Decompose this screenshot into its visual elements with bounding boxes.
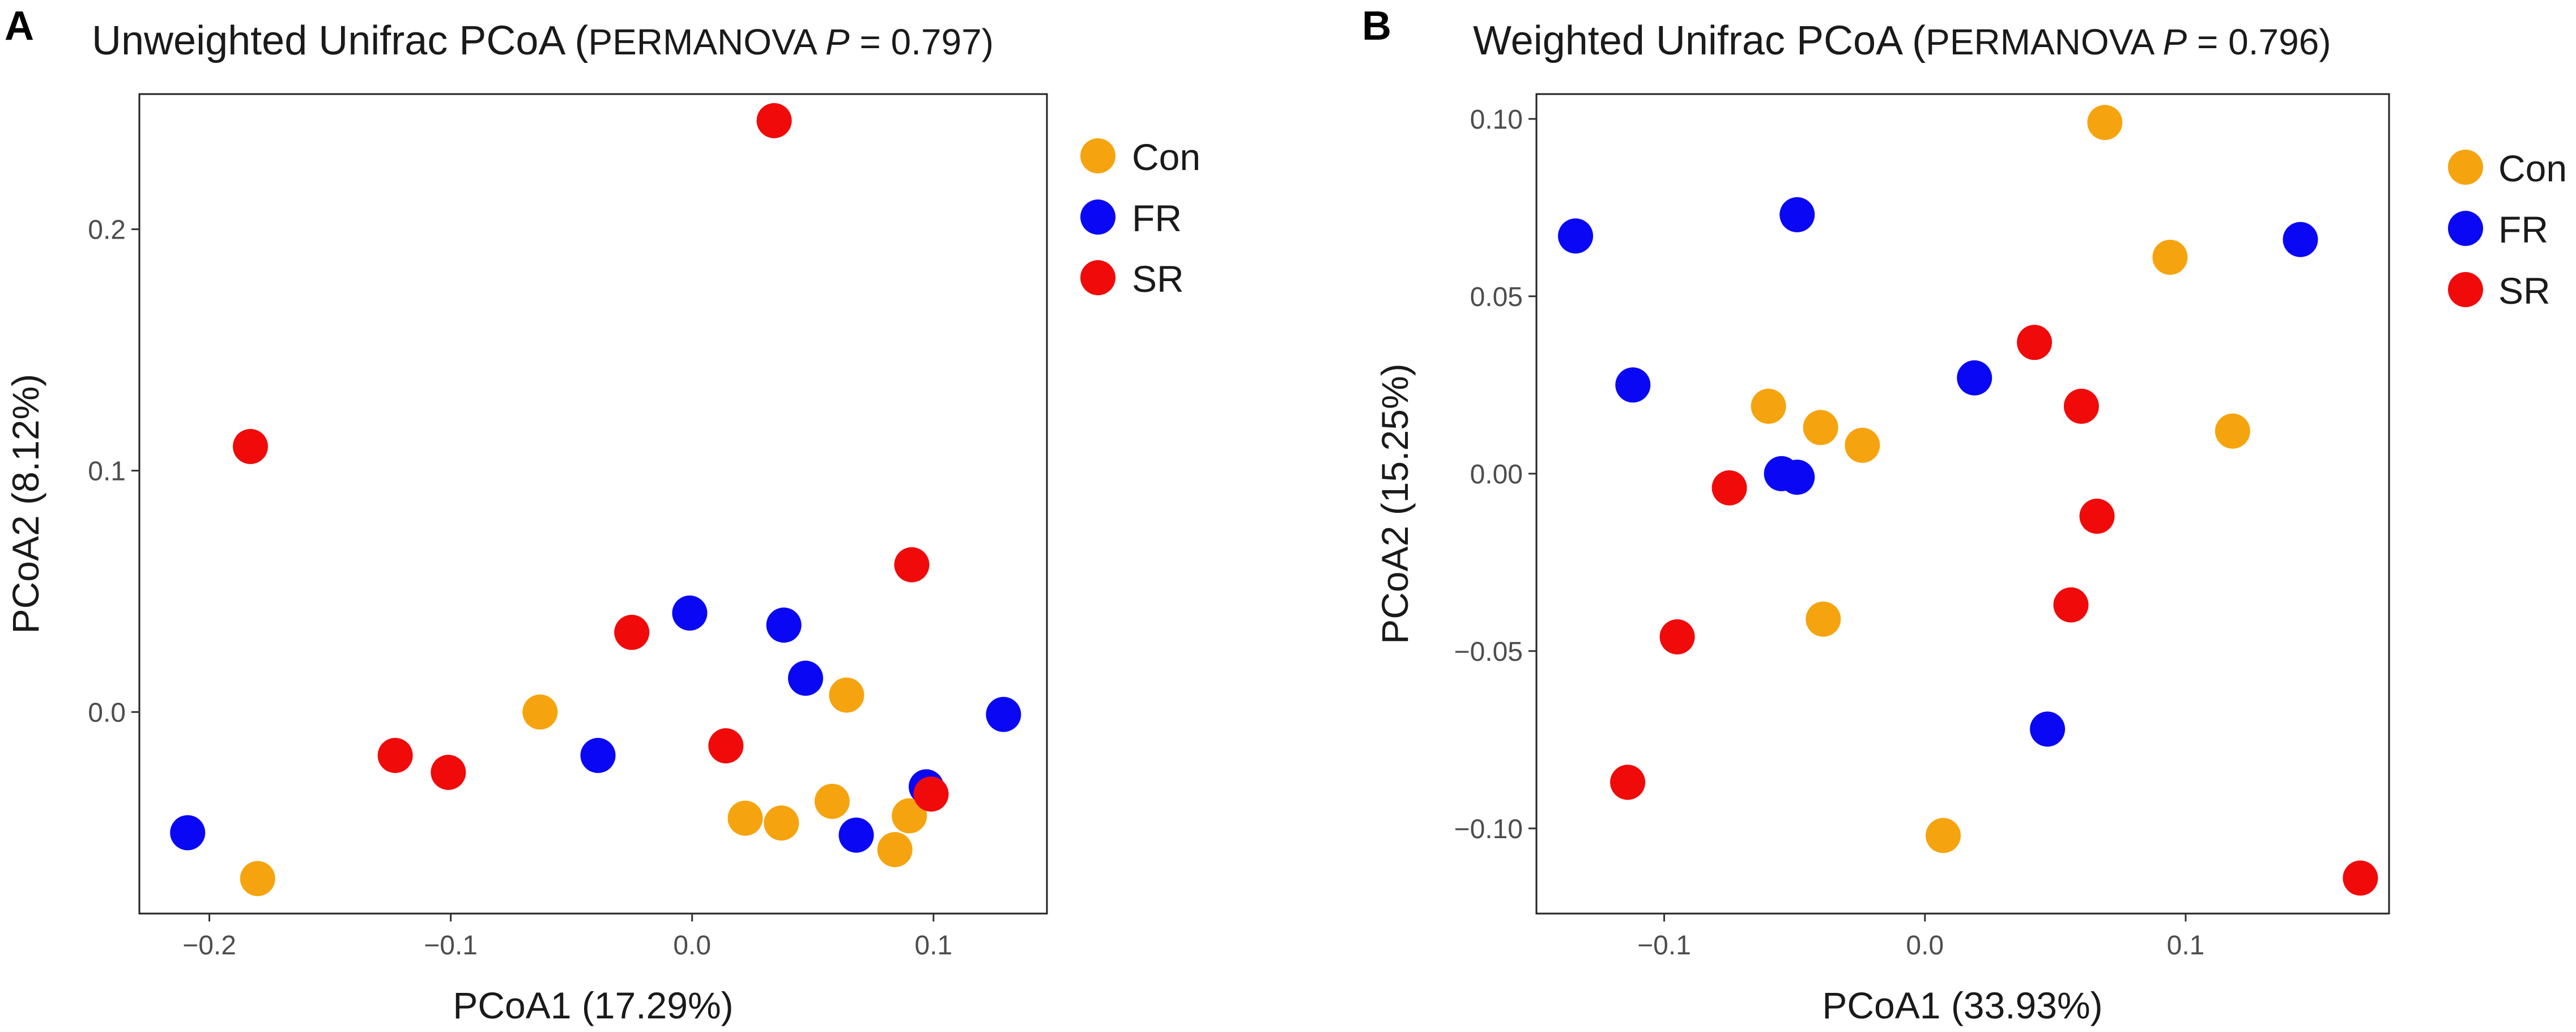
panel-b-label: B: [1362, 3, 1391, 49]
point-con: [1806, 601, 1841, 637]
x-tick-label: −0.2: [182, 931, 236, 961]
panel-a-y-axis-label: PCoA2 (8.12%): [5, 374, 46, 634]
point-sr: [232, 428, 268, 464]
legend-a-con-label: Con: [1132, 136, 1200, 178]
y-tick-label: 0.2: [88, 215, 126, 245]
point-sr: [2053, 587, 2089, 623]
panel-b-title: Weighted Unifrac PCoA (PERMANOVA P = 0.7…: [1473, 18, 2331, 63]
panel-a-ticks: −0.2 −0.1 0.0 0.1 0.0 0.1 0.2: [88, 215, 952, 961]
panel-b-y-axis-label: PCoA2 (15.25%): [1374, 363, 1416, 644]
panel-a-plot-area: [138, 93, 1048, 915]
point-sr: [2079, 498, 2115, 534]
point-con: [2087, 105, 2123, 141]
point-sr: [2063, 388, 2099, 424]
point-fr: [2030, 711, 2066, 747]
legend-b-sr-label: SR: [2498, 270, 2551, 312]
point-fr: [838, 817, 874, 853]
point-con: [1845, 427, 1880, 463]
point-fr: [986, 697, 1021, 732]
panel-a-title: Unweighted Unifrac PCoA (PERMANOVA P = 0…: [92, 18, 994, 63]
panel-a-legend: Con FR SR: [1080, 136, 1200, 300]
point-con: [829, 677, 865, 713]
x-tick-label: 0.0: [673, 931, 711, 961]
panel-b: B Weighted Unifrac PCoA (PERMANOVA P = 0…: [1362, 3, 2567, 1026]
point-sr: [377, 738, 413, 774]
point-fr: [1615, 367, 1651, 403]
legend-b-fr-label: FR: [2498, 209, 2548, 250]
legend-b-fr-key: [2448, 211, 2483, 246]
point-sr: [431, 754, 466, 790]
x-tick-label: 0.1: [2167, 931, 2205, 961]
y-tick-label: −0.05: [1454, 637, 1523, 667]
x-tick-label: −0.1: [424, 931, 478, 961]
point-fr: [1558, 218, 1594, 254]
y-tick-label: 0.1: [88, 456, 126, 486]
panel-b-ticks: −0.1 0.0 0.1 −0.10 −0.05 0.00 0.05 0.10: [1454, 105, 2205, 961]
point-con: [877, 832, 913, 868]
panel-a-x-axis-label: PCoA1 (17.29%): [453, 984, 733, 1026]
y-tick-label: −0.10: [1454, 814, 1523, 844]
x-tick-label: 0.1: [914, 931, 952, 961]
point-con: [814, 783, 850, 819]
point-con: [727, 800, 763, 836]
x-tick-label: −0.1: [1637, 931, 1691, 961]
y-tick-label: 0.00: [1470, 460, 1523, 490]
point-con: [1751, 388, 1786, 424]
point-con: [522, 694, 558, 730]
x-tick-label: 0.0: [1906, 931, 1944, 961]
legend-a-sr-label: SR: [1132, 258, 1184, 300]
legend-a-sr-key: [1080, 260, 1115, 295]
point-sr: [708, 728, 744, 763]
point-fr: [2283, 222, 2318, 257]
point-fr: [672, 595, 708, 631]
point-fr: [1779, 460, 1815, 495]
point-sr: [1711, 470, 1747, 506]
panel-a-points: [170, 103, 1021, 897]
y-tick-label: 0.10: [1470, 105, 1523, 135]
y-tick-label: 0.0: [88, 698, 126, 728]
y-tick-label: 0.05: [1470, 282, 1523, 312]
point-sr: [1610, 765, 1646, 800]
panel-a: A Unweighted Unifrac PCoA (PERMANOVA P =…: [5, 3, 1200, 1026]
panel-b-points: [1558, 105, 2378, 896]
point-sr: [2017, 325, 2053, 360]
legend-a-fr-key: [1080, 199, 1115, 235]
point-con: [2215, 413, 2250, 449]
point-con: [1803, 410, 1838, 445]
point-sr: [894, 547, 930, 583]
point-sr: [2343, 860, 2378, 896]
point-sr: [614, 614, 650, 650]
legend-b-con-label: Con: [2498, 147, 2567, 189]
point-fr: [580, 738, 616, 774]
point-sr: [1659, 619, 1695, 655]
point-sr: [756, 103, 792, 138]
panel-a-label: A: [5, 3, 34, 49]
panel-b-x-axis-label: PCoA1 (33.93%): [1822, 984, 2102, 1026]
panel-b-plot-area: [1535, 93, 2390, 915]
point-con: [240, 861, 275, 897]
point-con: [2152, 239, 2188, 275]
point-sr: [913, 776, 949, 812]
legend-a-fr-label: FR: [1132, 197, 1182, 239]
point-con: [764, 805, 799, 841]
panel-b-legend: Con FR SR: [2448, 147, 2567, 312]
point-fr: [787, 660, 823, 696]
point-fr: [170, 815, 206, 851]
legend-b-sr-key: [2448, 272, 2483, 307]
point-fr: [766, 608, 802, 643]
point-fr: [1957, 360, 1992, 396]
legend-a-con-key: [1080, 138, 1115, 173]
point-con: [1925, 818, 1961, 853]
point-fr: [1779, 197, 1815, 232]
legend-b-con-key: [2448, 150, 2483, 185]
point-con: [892, 798, 927, 834]
